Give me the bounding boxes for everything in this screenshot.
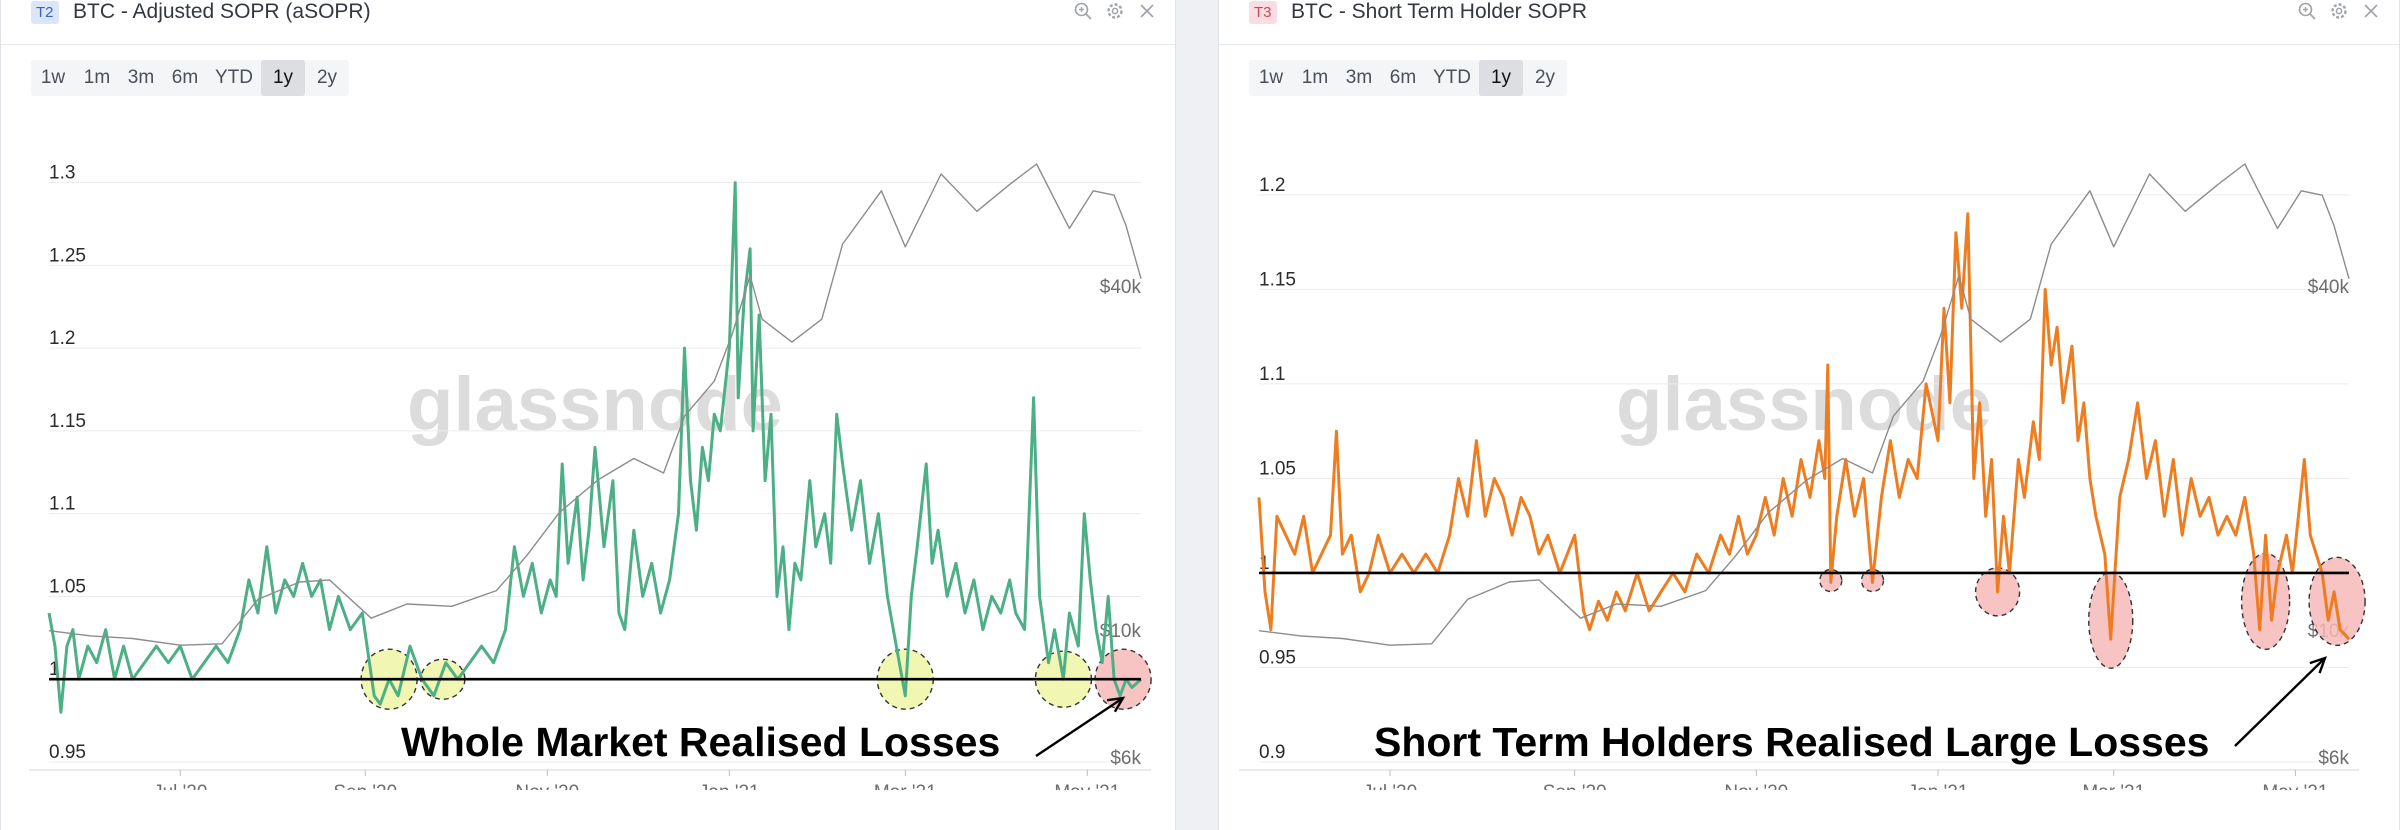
- x-tick-label: Sep '20: [333, 782, 397, 790]
- price-line: [48, 163, 1142, 646]
- timeframe-ytd[interactable]: YTD: [1433, 67, 1471, 88]
- watermark: glassnode: [407, 362, 783, 447]
- y-tick-label: 1: [49, 659, 60, 680]
- gear-icon[interactable]: [2329, 1, 2349, 21]
- chart-panel-sth-sopr: T3 BTC - Short Term Holder SOPR 1w 1m 3m…: [1218, 0, 2400, 830]
- x-tick-label: Jan '21: [1908, 782, 1969, 790]
- close-icon[interactable]: [1137, 1, 1157, 21]
- timeframe-2y[interactable]: 2y: [1534, 67, 1556, 88]
- timeframe-selector: 1w 1m 3m 6m YTD 1y 2y: [31, 60, 349, 96]
- y-right-tick-label: $40k: [2308, 277, 2350, 298]
- y-right-tick-label: $6k: [1110, 748, 1141, 769]
- header-actions: [1073, 1, 1157, 23]
- x-tick-label: Jan '21: [699, 782, 760, 790]
- timeframe-6m[interactable]: 6m: [171, 67, 199, 88]
- y-right-tick-label: $40k: [1100, 277, 1142, 298]
- panel-header: T2 BTC - Adjusted SOPR (aSOPR): [1, 0, 1175, 45]
- timeframe-3m[interactable]: 3m: [1345, 67, 1373, 88]
- timeframe-ytd[interactable]: YTD: [215, 67, 253, 88]
- timeframe-1y[interactable]: 1y: [1479, 60, 1523, 96]
- timeframe-1m[interactable]: 1m: [83, 67, 111, 88]
- timeframe-1m[interactable]: 1m: [1301, 67, 1329, 88]
- panel-tag: T2: [31, 1, 59, 24]
- timeframe-3m[interactable]: 3m: [127, 67, 155, 88]
- y-tick-label: 0.95: [49, 742, 86, 763]
- chart-panel-asopr: T2 BTC - Adjusted SOPR (aSOPR) 1w 1m 3m …: [0, 0, 1176, 830]
- timeframe-1w[interactable]: 1w: [40, 67, 66, 88]
- panel-tag: T3: [1249, 1, 1277, 24]
- asopr-chart: glassnode0.9511.051.11.151.21.251.3$6k$1…: [29, 163, 1152, 790]
- y-tick-label: 1.05: [49, 576, 86, 597]
- header-actions: [2297, 1, 2381, 23]
- close-icon[interactable]: [2361, 1, 2381, 21]
- timeframe-1y[interactable]: 1y: [261, 60, 305, 96]
- x-tick-label: Nov '20: [1724, 782, 1788, 790]
- y-tick-label: 0.95: [1259, 647, 1296, 668]
- y-tick-label: 1.05: [1259, 458, 1296, 479]
- y-tick-label: 1.15: [1259, 269, 1296, 290]
- y-tick-label: 0.9: [1259, 742, 1285, 763]
- timeframe-1w[interactable]: 1w: [1258, 67, 1284, 88]
- y-tick-label: 1.2: [49, 328, 75, 349]
- highlight-circle: [2240, 552, 2291, 651]
- y-tick-label: 1.3: [49, 163, 75, 184]
- x-tick-label: Mar '21: [2082, 782, 2145, 790]
- y-tick-label: 1.25: [49, 245, 86, 266]
- x-tick-label: May '21: [1054, 782, 1120, 790]
- y-tick-label: 1.2: [1259, 175, 1285, 196]
- annotation-arrow: [1035, 697, 1124, 757]
- y-tick-label: 1.15: [49, 411, 86, 432]
- timeframe-2y[interactable]: 2y: [316, 67, 338, 88]
- price-line: [1258, 163, 2350, 646]
- x-tick-label: Jul '20: [153, 782, 207, 790]
- sth-sopr-chart: glassnode0.90.9511.051.11.151.2$6k$10k$4…: [1239, 163, 2366, 790]
- y-right-tick-label: $6k: [2318, 748, 2349, 769]
- zoom-icon[interactable]: [2297, 1, 2317, 21]
- annotation-arrow: [2234, 657, 2326, 747]
- arrow-head: [1106, 696, 1126, 713]
- x-tick-label: Nov '20: [515, 782, 579, 790]
- sth-sopr-line: [1257, 212, 2351, 641]
- y-tick-label: 1.1: [1259, 364, 1285, 385]
- gear-icon[interactable]: [1105, 1, 1125, 21]
- annotation-text: Whole Market Realised Losses: [401, 719, 1000, 765]
- x-tick-label: Mar '21: [874, 782, 937, 790]
- asopr-line: [47, 181, 1143, 714]
- arrow-head: [2309, 656, 2327, 674]
- panel-header: T3 BTC - Short Term Holder SOPR: [1219, 0, 2399, 45]
- zoom-icon[interactable]: [1073, 1, 1093, 21]
- annotation-text: Short Term Holders Realised Large Losses: [1374, 719, 2209, 765]
- x-tick-label: Sep '20: [1543, 782, 1607, 790]
- timeframe-6m[interactable]: 6m: [1389, 67, 1417, 88]
- panel-title: BTC - Short Term Holder SOPR: [1291, 0, 1588, 23]
- y-tick-label: 1.1: [49, 494, 75, 515]
- panel-title: BTC - Adjusted SOPR (aSOPR): [73, 0, 371, 23]
- timeframe-selector: 1w 1m 3m 6m YTD 1y 2y: [1249, 60, 1567, 96]
- x-tick-label: May '21: [2262, 782, 2328, 790]
- x-tick-label: Jul '20: [1363, 782, 1417, 790]
